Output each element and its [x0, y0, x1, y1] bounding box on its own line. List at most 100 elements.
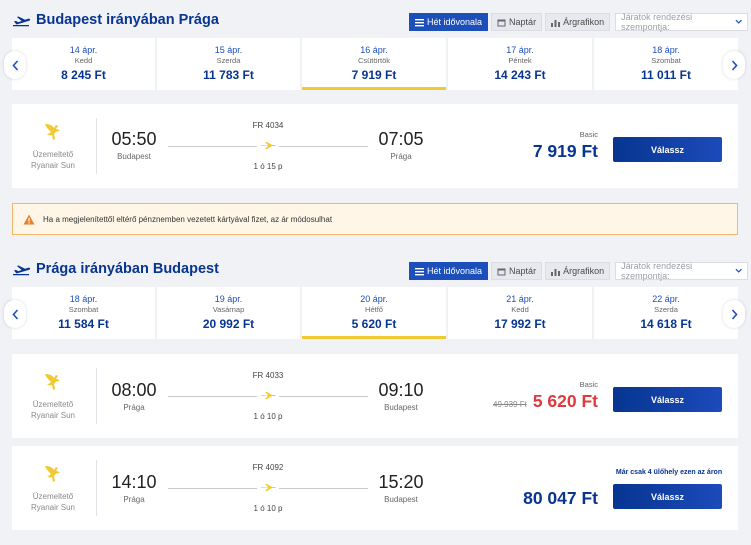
select-flight-button[interactable]: Válassz	[613, 137, 722, 162]
plane-icon	[260, 142, 276, 149]
divider	[96, 118, 97, 174]
fare-price: 5 620 Ft	[532, 391, 598, 411]
arrival-city: Prága	[390, 152, 412, 161]
select-flight-button[interactable]: Válassz	[613, 387, 722, 412]
flight-duration: 1 ó 10 p	[253, 412, 283, 421]
original-price: 49 939 Ft	[493, 400, 527, 409]
calendar-view-button[interactable]: Naptár	[491, 262, 543, 280]
date-cell[interactable]: 18 ápr. Szombat 11 011 Ft	[594, 38, 738, 90]
date-label: 19 ápr.	[214, 294, 243, 304]
operator-label: Üzemeltető	[32, 492, 74, 501]
operator-block: Üzemeltető Ryanair Sun	[12, 446, 94, 530]
arrival-block: 07:05 Prága	[371, 129, 431, 161]
date-label: 14 ápr.	[69, 45, 98, 55]
date-label: 15 ápr.	[214, 45, 243, 55]
plane-icon	[260, 484, 276, 491]
prev-week-button[interactable]	[4, 300, 26, 328]
date-label: 17 ápr.	[506, 45, 534, 55]
date-cell[interactable]: 19 ápr. Vasárnap 20 992 Ft	[157, 287, 300, 339]
flight-card: Üzemeltető Ryanair Sun 05:50 Budapest FR…	[12, 104, 738, 188]
date-cell-selected[interactable]: 16 ápr. Csütörtök 7 919 Ft	[302, 38, 446, 90]
divider	[96, 368, 97, 424]
arrival-time: 07:05	[378, 129, 424, 149]
date-cell[interactable]: 18 ápr. Szombat 11 584 Ft	[12, 287, 155, 339]
operator-label: Üzemeltető	[32, 150, 74, 159]
weekday-label: Szerda	[654, 305, 678, 314]
fare-type: Basic	[579, 380, 598, 389]
calendar-view-button[interactable]: Naptár	[491, 13, 543, 31]
operator-label: Üzemeltető	[32, 400, 74, 409]
date-label: 22 ápr.	[652, 294, 680, 304]
operator-block: Üzemeltető Ryanair Sun	[12, 354, 94, 438]
select-flight-button[interactable]: Válassz	[613, 484, 722, 509]
date-cell[interactable]: 14 ápr. Kedd 8 245 Ft	[12, 38, 155, 90]
price-chart-view-button[interactable]: Árgrafikon	[545, 262, 611, 280]
operator-name: Ryanair Sun	[30, 161, 76, 170]
flight-card: Üzemeltető Ryanair Sun 08:00 Prága FR 40…	[12, 354, 738, 438]
outbound-date-strip: 14 ápr. Kedd 8 245 Ft 15 ápr. Szerda 11 …	[0, 38, 751, 90]
chevron-right-icon	[731, 59, 738, 71]
plane-icon	[260, 392, 276, 399]
return-plane-icon	[12, 262, 30, 276]
prev-week-button[interactable]	[4, 51, 26, 79]
bar-chart-icon	[551, 268, 561, 276]
date-cell[interactable]: 21 ápr. Kedd 17 992 Ft	[448, 287, 592, 339]
date-price: 14 618 Ft	[640, 317, 692, 331]
inbound-date-strip: 18 ápr. Szombat 11 584 Ft 19 ápr. Vasárn…	[0, 287, 751, 339]
date-cell[interactable]: 15 ápr. Szerda 11 783 Ft	[157, 38, 300, 90]
sort-select-placeholder: Járatok rendezési szempontja:	[621, 261, 693, 281]
chevron-down-icon	[735, 19, 742, 24]
weekday-label: Hétfő	[365, 305, 383, 314]
fare-price: 80 047 Ft	[523, 488, 598, 508]
timeline-view-label: Hét idővonala	[427, 17, 483, 27]
calendar-icon	[497, 268, 506, 275]
chevron-down-icon	[735, 268, 742, 273]
weekday-label: Csütörtök	[357, 56, 391, 65]
next-week-button[interactable]	[723, 51, 745, 79]
date-price: 14 243 Ft	[494, 68, 546, 82]
date-cell[interactable]: 17 ápr. Péntek 14 243 Ft	[448, 38, 592, 90]
operator-name: Ryanair Sun	[30, 411, 76, 420]
price-chart-view-button[interactable]: Árgrafikon	[545, 13, 611, 31]
ryanair-harp-logo	[45, 466, 60, 482]
price-chart-view-label: Árgrafikon	[563, 17, 605, 27]
route-line	[168, 146, 257, 147]
date-price: 20 992 Ft	[202, 317, 255, 331]
departure-time: 08:00	[111, 380, 157, 400]
date-cell[interactable]: 22 ápr. Szerda 14 618 Ft	[594, 287, 738, 339]
fare-block: Basic 7 919 Ft	[533, 130, 598, 162]
outbound-view-controls: Hét idővonala Naptár Árgrafikon Járatok …	[409, 12, 749, 32]
next-week-button[interactable]	[723, 300, 745, 328]
date-price: 11 584 Ft	[58, 317, 109, 331]
sort-select[interactable]: Járatok rendezési szempontja:	[615, 261, 749, 281]
departure-city: Prága	[123, 403, 145, 412]
weekday-label: Péntek	[508, 56, 532, 65]
arrival-time: 09:10	[378, 380, 424, 400]
flight-number: FR 4034	[252, 121, 284, 130]
weekday-label: Kedd	[74, 56, 93, 65]
arrival-time: 15:20	[378, 472, 424, 492]
outbound-title: Budapest irányában Prága	[36, 12, 219, 28]
departure-block: 08:00 Prága	[104, 380, 164, 412]
fare-block: Basic 49 939 Ft 5 620 Ft	[493, 380, 598, 412]
date-cell-selected[interactable]: 20 ápr. Hétfő 5 620 Ft	[302, 287, 446, 339]
timeline-view-button[interactable]: Hét idővonala	[409, 262, 489, 280]
timeline-view-button[interactable]: Hét idővonala	[409, 13, 489, 31]
fare-price: 7 919 Ft	[532, 141, 598, 161]
weekday-label: Szombat	[68, 305, 99, 314]
inbound-header: Prága irányában Budapest	[12, 257, 219, 281]
weekday-label: Szombat	[651, 56, 681, 65]
date-label: 16 ápr.	[360, 45, 388, 55]
sort-select[interactable]: Járatok rendezési szempontja:	[615, 12, 749, 32]
operator-name: Ryanair Sun	[30, 503, 76, 512]
departure-plane-icon	[12, 13, 30, 27]
date-label: 21 ápr.	[506, 294, 534, 304]
bar-chart-icon	[551, 19, 561, 27]
route-line	[279, 146, 368, 147]
weekday-label: Vasárnap	[212, 305, 245, 314]
calendar-view-label: Naptár	[509, 266, 537, 276]
date-price: 11 783 Ft	[203, 68, 254, 82]
route-line	[168, 488, 257, 489]
calendar-view-label: Naptár	[509, 17, 537, 27]
flight-number: FR 4033	[252, 371, 284, 380]
